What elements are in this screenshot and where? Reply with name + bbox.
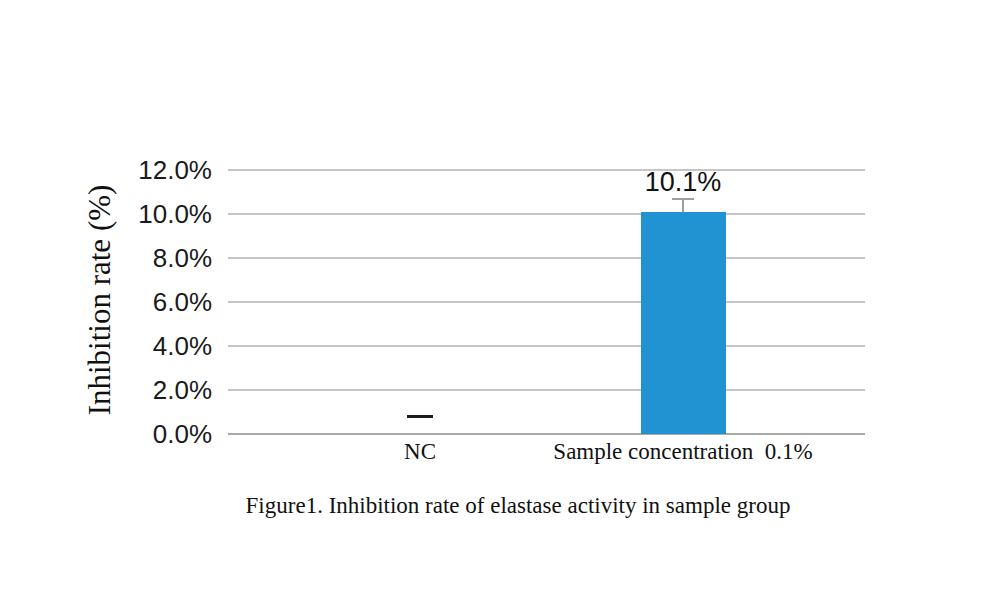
nc-zero-marker: [407, 415, 433, 418]
y-tick-label: 2.0%: [102, 376, 212, 404]
bar-sample: [641, 212, 726, 434]
x-tick-label-nc: NC: [404, 439, 436, 465]
gridline: [228, 169, 865, 171]
y-tick-label: 8.0%: [102, 244, 212, 272]
figure-canvas: Inhibition rate (%) 0.0%2.0%4.0%6.0%8.0%…: [0, 0, 1000, 600]
y-tick-label: 6.0%: [102, 288, 212, 316]
error-bar-stem: [682, 200, 684, 212]
figure-caption: Figure1. Inhibition rate of elastase act…: [246, 493, 791, 519]
x-tick-label-sample: Sample concentration 0.1%: [553, 439, 812, 465]
gridline: [228, 345, 865, 347]
gridline: [228, 389, 865, 391]
bar-value-label: 10.1%: [645, 167, 722, 198]
y-tick-label: 12.0%: [102, 156, 212, 184]
y-tick-label: 10.0%: [102, 200, 212, 228]
y-tick-label: 4.0%: [102, 332, 212, 360]
gridline: [228, 213, 865, 215]
gridline: [228, 301, 865, 303]
y-tick-label: 0.0%: [102, 420, 212, 448]
gridline: [228, 257, 865, 259]
x-axis-line: [228, 433, 865, 435]
